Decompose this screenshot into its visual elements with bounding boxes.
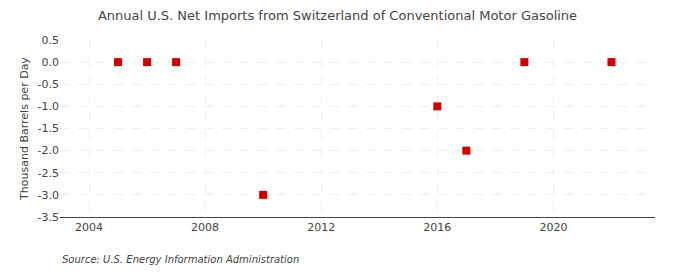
svg-text:2012: 2012 <box>307 221 335 234</box>
svg-text:-2.5: -2.5 <box>38 167 59 180</box>
svg-text:2008: 2008 <box>191 221 219 234</box>
svg-text:Annual U.S. Net Imports from S: Annual U.S. Net Imports from Switzerland… <box>98 8 577 23</box>
svg-text:2004: 2004 <box>75 221 103 234</box>
svg-text:2016: 2016 <box>423 221 451 234</box>
svg-text:2020: 2020 <box>539 221 567 234</box>
svg-text:-1.0: -1.0 <box>38 100 59 113</box>
svg-text:-2.0: -2.0 <box>38 144 59 157</box>
svg-text:0.0: 0.0 <box>42 56 60 69</box>
svg-text:Source: U.S. Energy Informatio: Source: U.S. Energy Information Administ… <box>62 254 299 265</box>
svg-text:-3.0: -3.0 <box>38 189 59 202</box>
svg-text:-1.5: -1.5 <box>38 122 59 135</box>
svg-text:Thousand Barrels per Day: Thousand Barrels per Day <box>18 57 31 201</box>
svg-text:0.5: 0.5 <box>42 34 60 47</box>
svg-text:-0.5: -0.5 <box>38 78 59 91</box>
svg-text:-3.5: -3.5 <box>38 211 59 224</box>
